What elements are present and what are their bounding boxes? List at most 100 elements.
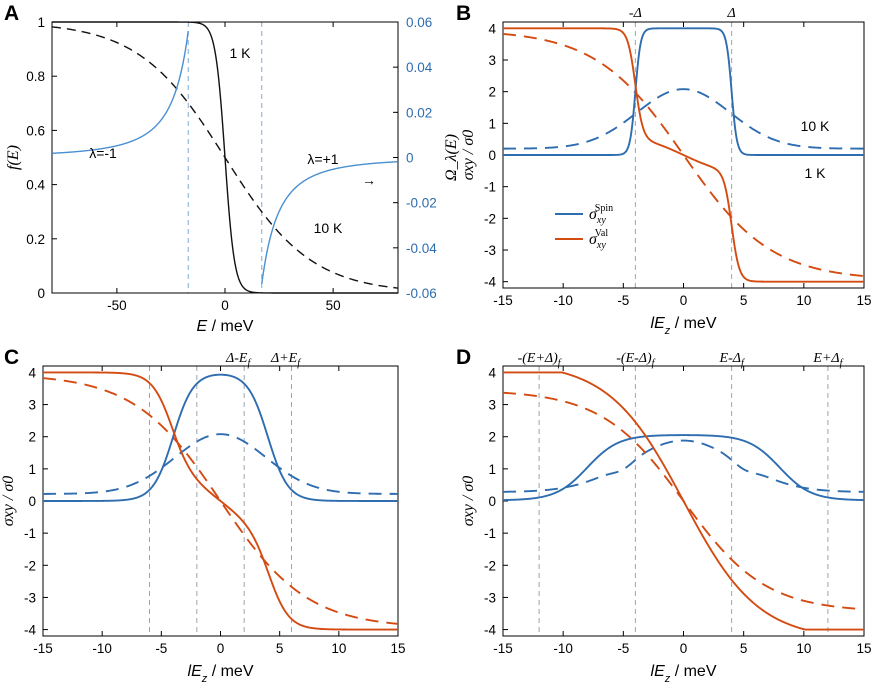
panel-d-ylabel: σxy / σ0 <box>460 476 477 526</box>
panel-d-xtick-label: 0 <box>680 641 688 656</box>
panel-b-xlabel-suffix: / meV <box>670 315 717 332</box>
panel-b-xlabel: lEz / meV <box>651 315 717 337</box>
panel-b-series-spin-1k <box>503 27 864 156</box>
panel-b-xtick-label: 10 <box>796 293 811 308</box>
panel-d-ytick-label: -3 <box>484 590 496 605</box>
panel-a-y2tick-label: 0.04 <box>406 60 433 75</box>
panel-c-ytick-label: 0 <box>28 494 36 509</box>
annotation-1k: 1 K <box>229 45 251 61</box>
panel-a-ytick-label: 0.2 <box>26 232 45 247</box>
guide-label-delta-plus-ef-sub: f <box>297 358 301 369</box>
panel-b-xtick-label: -5 <box>617 293 629 308</box>
guide-label-delta: Δ <box>727 6 736 21</box>
legend-entry-val-sym: σ <box>589 231 598 248</box>
panel-b-ytick-label: 0 <box>488 148 496 163</box>
panel-c-ylabel: σxy / σ0 <box>0 476 17 526</box>
annotation-10k: 10 K <box>801 118 830 134</box>
guide-label-ef-minus-delta-sub: f <box>741 358 745 369</box>
panel-letter-c: C <box>4 346 19 369</box>
legend-entry-val-sup: Val <box>595 228 609 239</box>
panel-d-xtick-label: -5 <box>617 641 629 656</box>
panel-d-xlabel-sub: z <box>664 673 671 685</box>
panel-d-xlabel-main: lE <box>651 663 666 680</box>
panel-a-xlabel: E / meV <box>197 318 254 335</box>
legend-entry-val-sub: xy <box>596 240 606 251</box>
guide-label-delta-plus-ef: Δ+Ef <box>270 351 301 369</box>
panel-c-series-val-1k <box>43 371 398 631</box>
series-berry-lambda-minus <box>51 30 189 155</box>
legend-entry-spin: σxySpin <box>589 203 613 226</box>
panel-c-ytick-label: -1 <box>24 526 36 541</box>
panel-c-xlabel: lEz / meV <box>188 663 254 685</box>
panel-a-y2tick-label: 0.02 <box>406 105 432 120</box>
panel-d-series-spin-1k <box>502 434 865 502</box>
panel-d-xtick-label: -15 <box>493 641 513 656</box>
panel-a-xtick-label: -50 <box>107 298 127 313</box>
annotation-10k: 10 K <box>314 220 343 236</box>
panel-letter-d: D <box>456 346 471 369</box>
legend-entry-spin-sym: σ <box>589 206 598 223</box>
panel-b-xtick-label: -10 <box>553 293 573 308</box>
panel-b-ytick-label: 1 <box>488 116 496 131</box>
panel-b-ytick-label: 2 <box>488 85 496 100</box>
panel-d-xlabel-suffix: / meV <box>670 663 717 680</box>
panel-c-ytick-label: 2 <box>28 430 36 445</box>
panel-c-series-spin-10k <box>42 433 399 495</box>
panel-a-xlabel-main: E <box>197 318 208 335</box>
panel-b-xtick-label: -15 <box>493 293 513 308</box>
panel-c-xlabel-suffix: / meV <box>207 663 254 680</box>
panel-b-xtick-label: 5 <box>740 293 748 308</box>
panel-a-xlabel-suffix: / meV <box>207 318 254 335</box>
panel-d-xtick-label: -10 <box>553 641 573 656</box>
panel-c-ytick-label: -3 <box>24 590 36 605</box>
panel-d-ytick-label: -4 <box>484 623 496 638</box>
panel-b-ylabel: σxy / σ0 <box>460 130 477 180</box>
series-berry-lambda-plus <box>261 160 399 285</box>
panel-a-ytick-label: 0 <box>37 286 45 301</box>
panel-d-xtick-label: 5 <box>740 641 748 656</box>
panel-d-ytick-label: 0 <box>488 494 496 509</box>
panel-letter-b: B <box>456 2 471 25</box>
guide-label-delta-minus-ef: Δ-Ef <box>225 351 251 369</box>
legend-entry-spin-sup: Spin <box>595 203 613 214</box>
panel-c-xtick-label: -10 <box>92 641 112 656</box>
panel-b-ytick-label: 3 <box>488 53 496 68</box>
panel-a-y2tick-label: 0 <box>406 151 414 166</box>
panel-b-ytick-label: -2 <box>484 211 496 226</box>
panel-b-ytick-label: 4 <box>488 21 496 36</box>
guide-label-ef-minus-delta: E-Δf <box>719 351 745 369</box>
guide-label-minus-delta: -Δ <box>629 6 642 21</box>
panel-a-y2tick-label: 0.06 <box>406 15 432 30</box>
panel-c-ytick-label: -4 <box>24 623 36 638</box>
panel-d-xtick-label: 15 <box>856 641 871 656</box>
panel-a-y2label: Ω_λ(E) <box>443 134 460 181</box>
arrow-icon: → <box>362 172 376 188</box>
panel-d-xtick-label: 10 <box>796 641 811 656</box>
panel-c-xtick-label: 0 <box>217 641 225 656</box>
panel-d-ytick-label: -2 <box>484 558 496 573</box>
panel-b-ytick-label: -4 <box>484 275 496 290</box>
panel-d-ytick-label: -1 <box>484 526 496 541</box>
panel-a-ytick-label: 1 <box>37 15 45 30</box>
panel-b-series-val-1k <box>503 27 864 283</box>
annotation-1k: 1 K <box>804 165 826 181</box>
panel-c-xlabel-sub: z <box>201 673 208 685</box>
guide-label-delta-plus-ef-main: Δ+E <box>270 351 298 366</box>
panel-b-xlabel-sub: z <box>664 325 671 337</box>
panel-c-ytick-label: 1 <box>28 462 36 477</box>
panel-d-ytick-label: 3 <box>488 398 496 413</box>
panel-b-xlabel-main: lE <box>651 315 666 332</box>
panel-c-xtick-label: -15 <box>33 641 53 656</box>
panel-c-series-spin-1k <box>43 373 398 502</box>
guide-label-neg-ef-plus-delta-sub: f <box>558 358 562 369</box>
panel-a: -50 0 50 0 0.2 0.4 0.6 0.8 1 -0.06 -0.04 -0.02 0 0.02… <box>5 15 460 335</box>
panel-a-ytick-label: 0.4 <box>26 178 45 193</box>
series-fermi-10k <box>51 26 399 289</box>
panel-c-xtick-label: -5 <box>155 641 167 656</box>
panel-c-xtick-label: 10 <box>331 641 346 656</box>
panel-c-xtick-label: 15 <box>390 641 405 656</box>
panel-c-ytick-label: 3 <box>28 398 36 413</box>
